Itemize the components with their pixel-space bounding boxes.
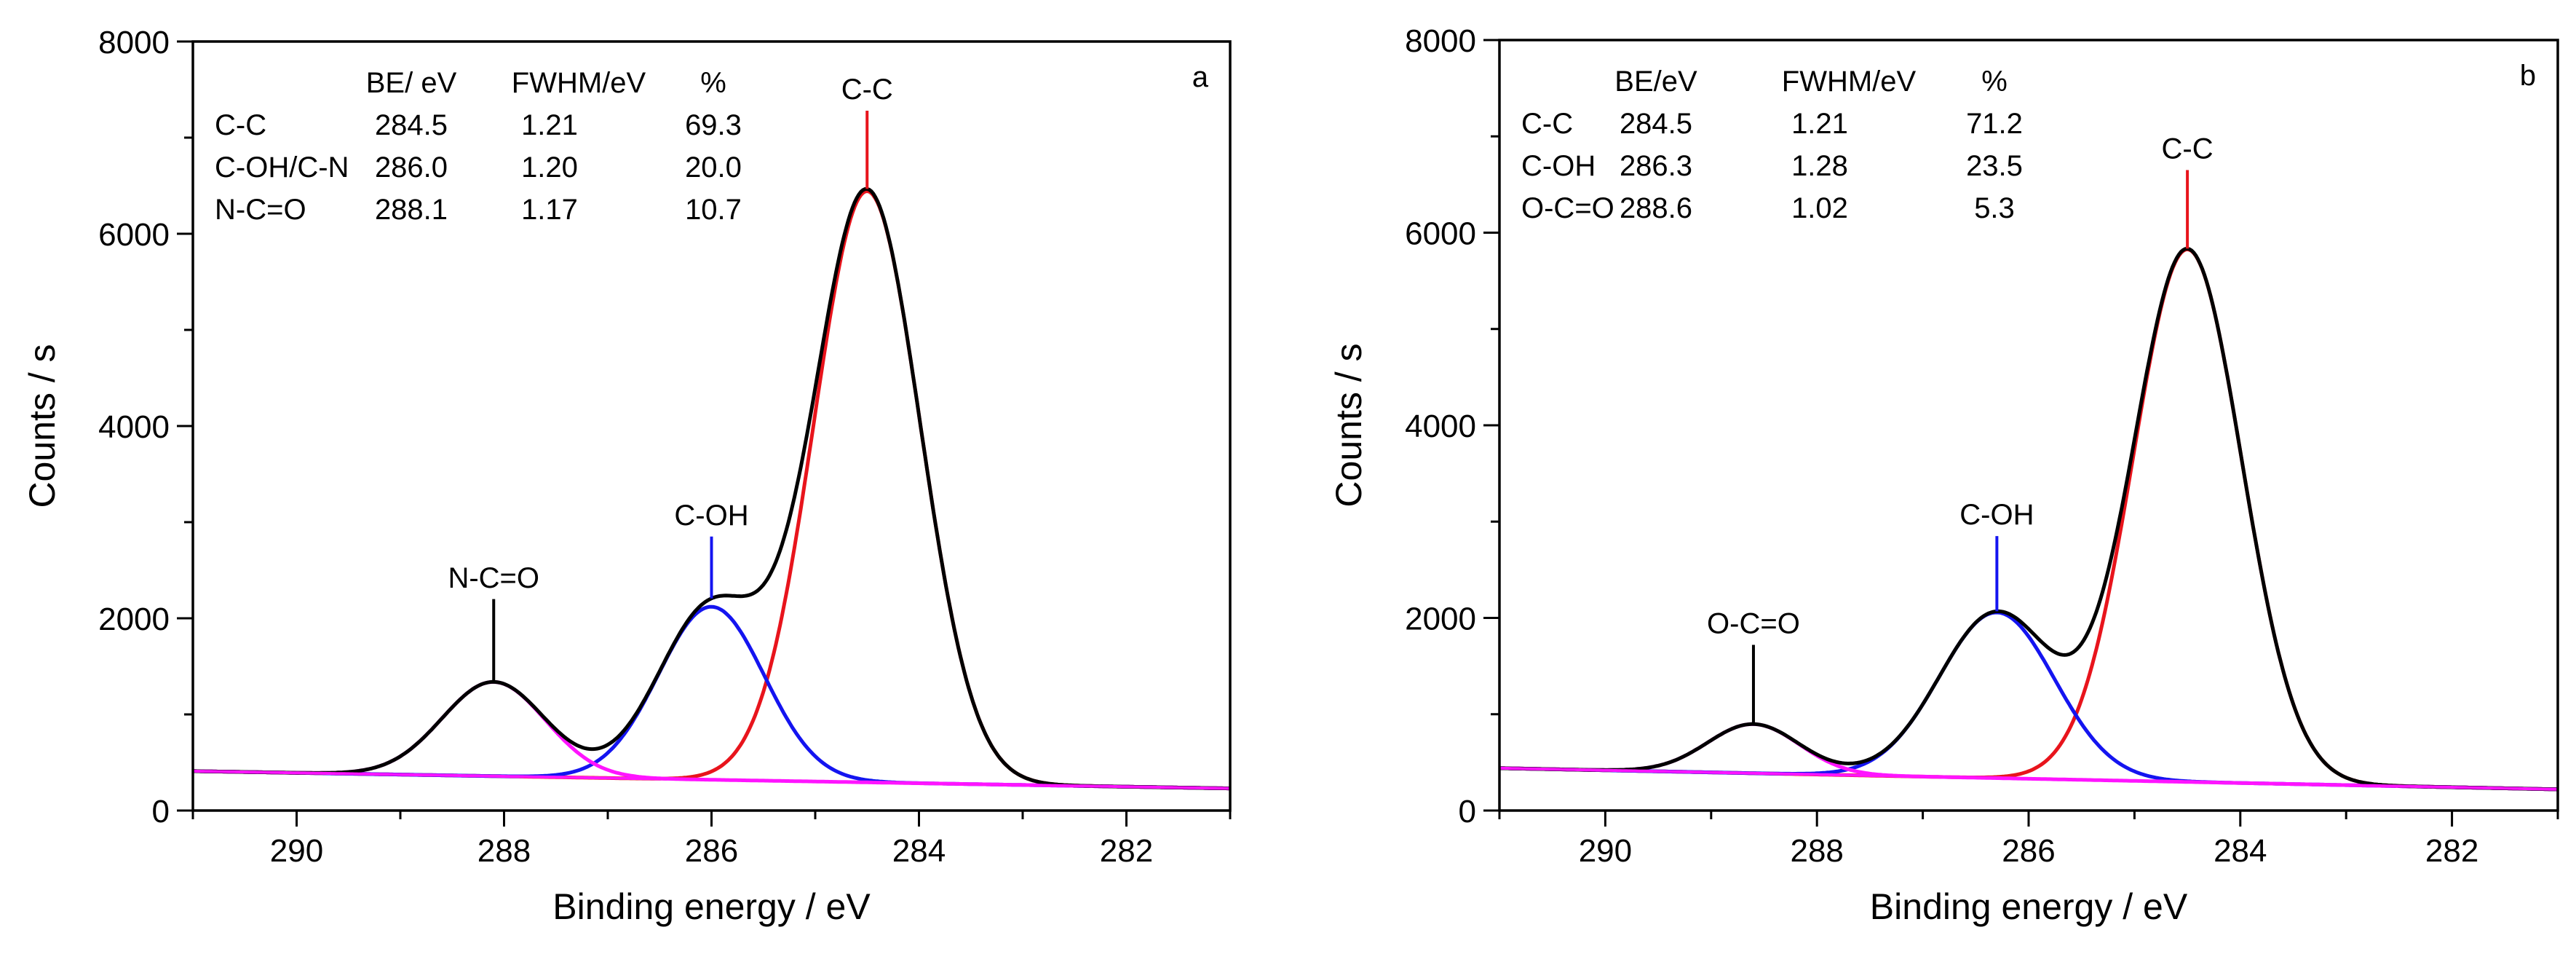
table-row-be: 286.0 [375,151,448,184]
peak-label: C-OH [674,500,748,532]
table-row-fwhm: 1.28 [1791,150,1848,182]
table-header-fwhm: FWHM/eV [1782,66,1917,98]
x-tick-label: 284 [2214,833,2267,869]
table-row-percent: 5.3 [1974,192,2015,224]
table-row-label: N-C=O [215,194,306,226]
peak-label: C-C [841,74,893,106]
table-row-be: 286.3 [1620,150,1692,182]
x-tick-label: 288 [477,833,531,869]
x-tick-label: 290 [1579,833,1632,869]
y-axis-title: Counts / s [22,344,63,508]
y-tick-label: 4000 [1405,409,1476,444]
table-row-fwhm: 1.02 [1791,192,1848,224]
y-tick-label: 0 [152,794,170,829]
table-row-be: 288.6 [1620,192,1692,224]
x-tick-label: 286 [685,833,738,869]
table-row-percent: 71.2 [1966,108,2023,140]
peak-label: O-C=O [1707,608,1800,640]
x-tick-label: 290 [270,833,323,869]
envelope-curve [193,186,1230,791]
table-row-label: C-C [215,109,266,141]
table-row-label: C-OH [1521,150,1596,182]
y-tick-label: 8000 [98,25,170,60]
peak-label: C-C [2162,133,2214,165]
y-tick-label: 8000 [1405,23,1476,59]
table-row-fwhm: 1.20 [521,151,578,184]
y-tick-label: 6000 [98,217,170,253]
y-tick-label: 0 [1459,794,1476,829]
panel-letter: b [2520,60,2536,92]
table-row-label: O-C=O [1521,192,1614,224]
x-tick-label: 282 [1100,833,1153,869]
table-header-be: BE/eV [1614,66,1697,98]
table-header-fwhm: FWHM/eV [512,67,646,99]
table-row-label: C-OH/C-N [215,151,349,184]
table-row-percent: 69.3 [685,109,742,141]
panel-a: 290 288 286 284 282 0 2000 4000 6000 8000 Binding … [22,25,1232,927]
table-header-percent: % [1981,66,2008,98]
x-axis-title: Binding energy / eV [1870,886,2188,927]
peak-curve-c-oh [1499,610,2559,792]
table-row-percent: 10.7 [685,194,742,226]
x-tick-label: 282 [2425,833,2478,869]
x-tick-label: 286 [2002,833,2055,869]
peak-curve-c-c [193,189,1230,791]
y-tick-label: 4000 [98,409,170,445]
x-tick-label: 288 [1790,833,1843,869]
peak-curve-c-oh [193,604,1230,791]
table-row-be: 288.1 [375,194,448,226]
x-tick-label: 284 [892,833,946,869]
panel-b: 290 288 286 284 282 0 2000 4000 6000 8000 Binding … [1328,23,2559,927]
peak-label: N-C=O [448,562,539,594]
panel-letter: a [1192,61,1209,93]
baseline-curve [193,769,1230,790]
table-row-label: C-C [1521,108,1573,140]
table-header-be: BE/ eV [366,67,457,99]
table-row-be: 284.5 [375,109,448,141]
y-tick-label: 6000 [1405,216,1476,252]
y-tick-label: 2000 [98,602,170,637]
y-axis-title: Counts / s [1328,343,1369,507]
table-row-percent: 23.5 [1966,150,2023,182]
table-row-fwhm: 1.17 [521,194,578,226]
baseline-curve [1499,766,2559,791]
peak-label: C-OH [1959,499,2034,531]
table-row-percent: 20.0 [685,151,742,184]
table-row-fwhm: 1.21 [1791,108,1848,140]
table-row-be: 284.5 [1620,108,1692,140]
table-row-fwhm: 1.21 [521,109,578,141]
table-header-percent: % [700,67,726,99]
x-axis-title: Binding energy / eV [552,886,871,927]
y-tick-label: 2000 [1405,602,1476,637]
